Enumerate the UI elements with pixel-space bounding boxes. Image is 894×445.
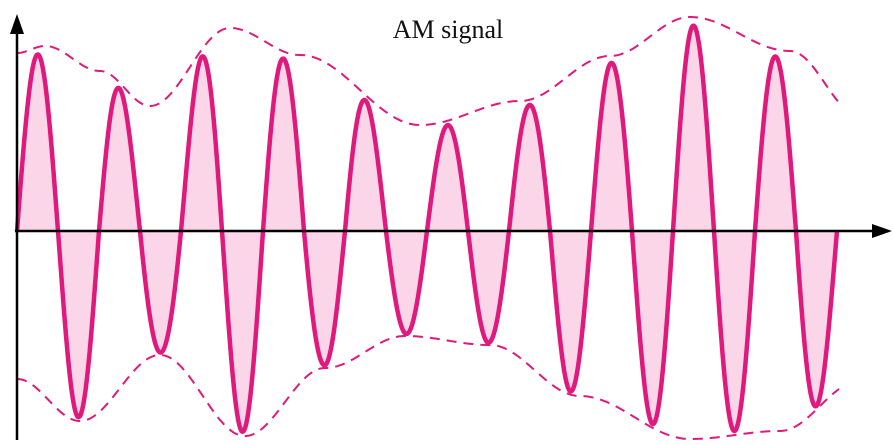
envelope-bottom [16, 335, 840, 440]
title: AM signal [393, 15, 504, 44]
signal [14, 23, 840, 434]
x-axis-arrow [872, 224, 892, 238]
envelope-top [16, 16, 840, 126]
y-axis-arrow [10, 14, 24, 34]
waveform [14, 16, 840, 440]
